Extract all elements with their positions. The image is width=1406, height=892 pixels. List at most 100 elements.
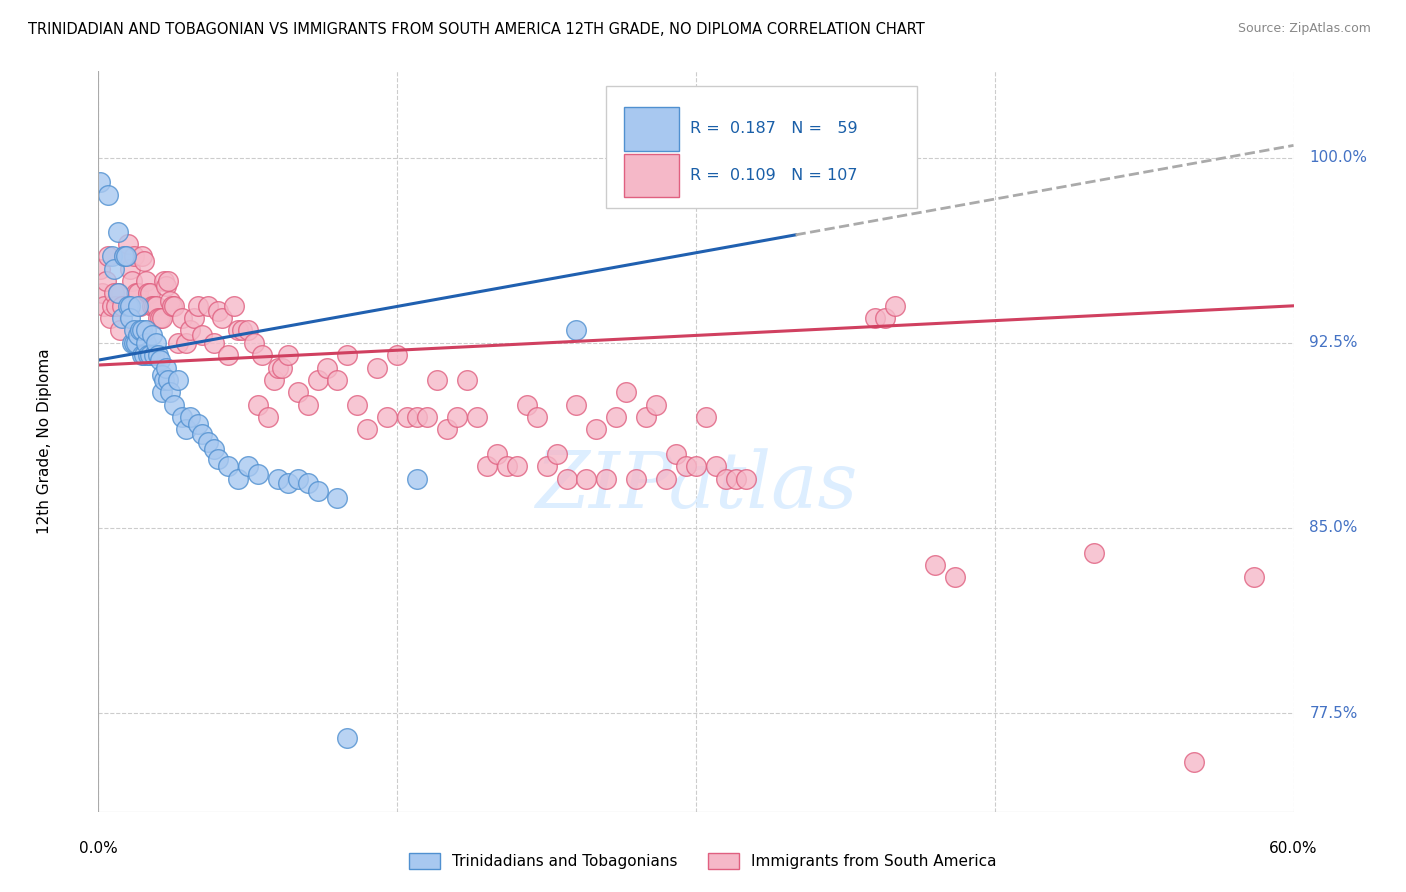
Point — [157, 274, 180, 288]
Point — [163, 397, 186, 411]
Point — [187, 299, 209, 313]
Text: 12th Grade, No Diploma: 12th Grade, No Diploma — [37, 349, 52, 534]
Point — [125, 335, 148, 350]
Point — [153, 373, 176, 387]
Point — [655, 471, 678, 485]
Point — [111, 299, 134, 313]
Point — [135, 274, 157, 288]
Point — [112, 249, 135, 263]
Point — [924, 558, 946, 572]
Point — [516, 397, 538, 411]
Point — [226, 323, 249, 337]
Point — [127, 299, 149, 313]
Point — [326, 373, 349, 387]
Point — [236, 323, 259, 337]
Point — [103, 286, 125, 301]
Point — [89, 175, 111, 189]
Point — [112, 249, 135, 263]
Point — [346, 397, 368, 411]
Point — [270, 360, 292, 375]
Point — [1243, 570, 1265, 584]
Point — [217, 348, 239, 362]
Point — [884, 299, 907, 313]
Point — [135, 335, 157, 350]
Point — [226, 471, 249, 485]
Point — [456, 373, 478, 387]
Point — [179, 409, 201, 424]
Point — [555, 471, 578, 485]
FancyBboxPatch shape — [624, 107, 679, 151]
Point — [236, 459, 259, 474]
Point — [614, 385, 637, 400]
Point — [416, 409, 439, 424]
Point — [105, 299, 128, 313]
Point — [256, 409, 278, 424]
Point — [297, 397, 319, 411]
Point — [202, 335, 225, 350]
Text: 60.0%: 60.0% — [1270, 841, 1317, 856]
Point — [250, 348, 273, 362]
Point — [222, 299, 245, 313]
Point — [202, 442, 225, 456]
Text: 77.5%: 77.5% — [1309, 706, 1358, 721]
Text: Source: ZipAtlas.com: Source: ZipAtlas.com — [1237, 22, 1371, 36]
Point — [179, 323, 201, 337]
Point — [197, 434, 219, 449]
Point — [115, 249, 138, 263]
Point — [107, 286, 129, 301]
Point — [865, 311, 887, 326]
Point — [167, 373, 190, 387]
Point — [163, 299, 186, 313]
Point — [148, 348, 170, 362]
Point — [267, 471, 290, 485]
Text: 92.5%: 92.5% — [1309, 335, 1358, 351]
Point — [145, 335, 167, 350]
Point — [139, 286, 162, 301]
Point — [263, 373, 285, 387]
Text: 100.0%: 100.0% — [1309, 150, 1368, 165]
Point — [187, 417, 209, 432]
Text: 0.0%: 0.0% — [79, 841, 118, 856]
Point — [174, 335, 197, 350]
Point — [246, 397, 269, 411]
Point — [191, 427, 214, 442]
Point — [191, 328, 214, 343]
Point — [243, 335, 266, 350]
Point — [159, 385, 181, 400]
Point — [97, 187, 120, 202]
Point — [287, 385, 309, 400]
Point — [406, 471, 429, 485]
Point — [595, 471, 617, 485]
Point — [406, 409, 429, 424]
Point — [1182, 756, 1205, 770]
Point — [246, 467, 269, 481]
Point — [143, 299, 166, 313]
Point — [141, 328, 163, 343]
Point — [307, 483, 329, 498]
Point — [316, 360, 339, 375]
Point — [125, 286, 148, 301]
Point — [446, 409, 468, 424]
Point — [943, 570, 966, 584]
Point — [111, 311, 134, 326]
Point — [326, 491, 349, 506]
Point — [136, 348, 159, 362]
Point — [665, 447, 688, 461]
Point — [546, 447, 568, 461]
Point — [136, 286, 159, 301]
Point — [475, 459, 498, 474]
Point — [110, 323, 132, 337]
Point — [103, 261, 125, 276]
Point — [117, 299, 139, 313]
Point — [98, 311, 122, 326]
Point — [153, 274, 176, 288]
Point — [155, 360, 177, 375]
Point — [287, 471, 309, 485]
Point — [565, 397, 588, 411]
Point — [336, 731, 359, 745]
Point — [91, 286, 114, 301]
Point — [139, 348, 162, 362]
Point — [695, 409, 717, 424]
Point — [375, 409, 398, 424]
Point — [93, 299, 115, 313]
